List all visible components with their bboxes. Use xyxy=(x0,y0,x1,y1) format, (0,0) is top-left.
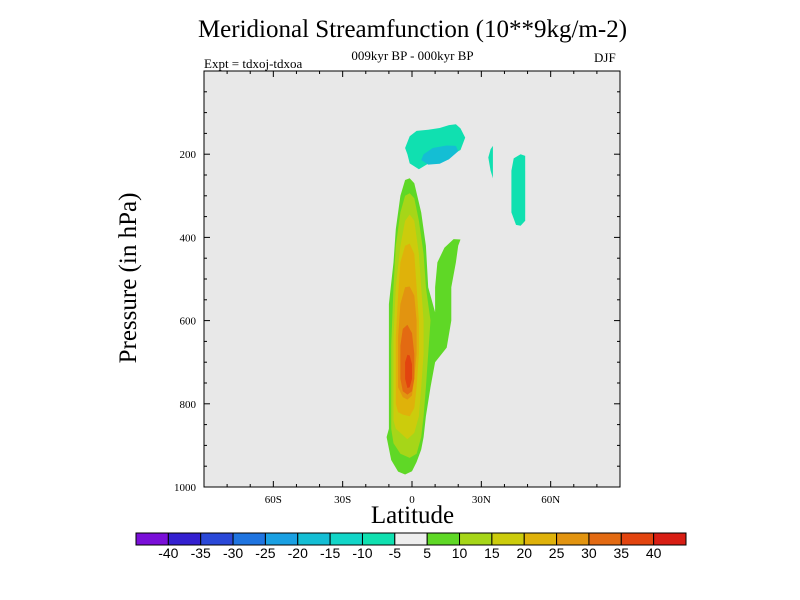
contour-regions xyxy=(386,124,526,475)
y-tick-label: 200 xyxy=(180,149,197,161)
colorbar-box xyxy=(200,532,234,546)
colorbar-label: 20 xyxy=(516,545,532,561)
colorbar-box xyxy=(491,532,525,546)
colorbar-box xyxy=(426,532,461,546)
colorbar-box xyxy=(653,532,687,546)
colorbar-label: -20 xyxy=(288,545,308,561)
contour-negative-cell-upper xyxy=(405,124,466,170)
contour-negative-band-45N xyxy=(511,154,526,226)
colorbar-label: -35 xyxy=(191,545,211,561)
colorbar-label: -15 xyxy=(320,545,340,561)
y-tick-label: 800 xyxy=(180,399,197,411)
chart-title: Meridional Streamfunction (10**9kg/m-2) xyxy=(197,16,628,43)
colorbar-box xyxy=(297,532,331,546)
colorbar-box xyxy=(394,532,428,546)
x-axis-label: Latitude xyxy=(370,502,455,529)
colorbar-label: 10 xyxy=(452,545,468,561)
colorbar-label: 30 xyxy=(581,545,597,561)
colorbar-label: 5 xyxy=(423,545,431,561)
colorbar-box xyxy=(588,532,622,546)
colorbar-label: 15 xyxy=(484,545,500,561)
colorbar-box xyxy=(135,532,169,546)
colorbar-box xyxy=(329,532,363,546)
colorbar-box xyxy=(167,532,202,546)
colorbar-box xyxy=(264,532,299,546)
y-tick-label: 600 xyxy=(180,316,197,328)
x-tick-label: 30S xyxy=(334,494,351,506)
colorbar-label: -25 xyxy=(255,545,275,561)
colorbar-label: -10 xyxy=(352,545,372,561)
chart-subtitle: 009kyr BP - 000kyr BP xyxy=(351,48,474,63)
colorbar-box xyxy=(620,532,655,546)
colorbar-box xyxy=(361,532,396,546)
colorbar-label: -30 xyxy=(223,545,243,561)
x-tick-label: 60S xyxy=(265,494,282,506)
colorbar-label: 35 xyxy=(614,545,630,561)
y-tick-label: 400 xyxy=(180,232,197,244)
colorbar-label: 25 xyxy=(549,545,565,561)
contour-negative-band-30N xyxy=(488,145,493,179)
x-tick-label: 60N xyxy=(541,494,560,506)
colorbar-label: 40 xyxy=(646,545,662,561)
colorbar-box xyxy=(523,532,558,546)
contour-negative-cell-core xyxy=(421,145,459,165)
colorbar: -40 -35 -30 -25 -20 -15 -10 -5 5 10 15 20 25 30 35 40 xyxy=(135,532,687,561)
colorbar-box xyxy=(232,532,266,546)
axis-ticks: 60S 30S 0 30N 60N 200 400 600 800 1000 xyxy=(174,71,621,506)
colorbar-box xyxy=(556,532,590,546)
x-tick-label: 0 xyxy=(409,494,415,506)
season-label: DJF xyxy=(594,50,616,65)
y-tick-label: 1000 xyxy=(174,482,197,494)
experiment-label: Expt = tdxoj-tdxoa xyxy=(204,56,303,71)
x-tick-label: 30N xyxy=(472,494,491,506)
contour-positive-cell-level-35 xyxy=(405,354,412,388)
colorbar-label: -40 xyxy=(158,545,178,561)
colorbar-box xyxy=(459,532,493,546)
colorbar-label: -5 xyxy=(389,545,402,561)
